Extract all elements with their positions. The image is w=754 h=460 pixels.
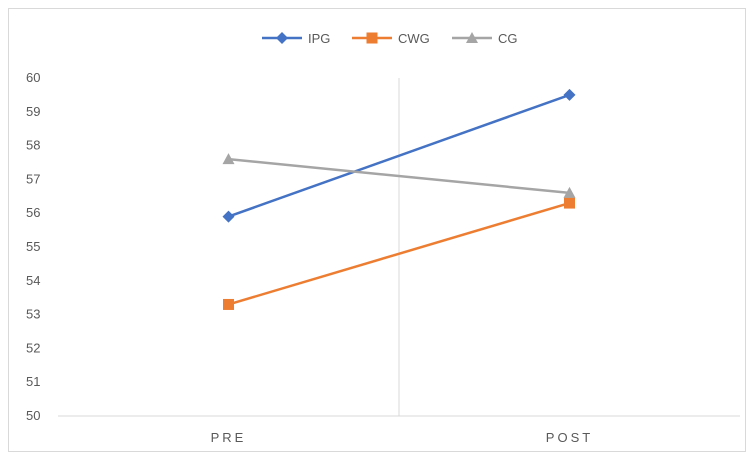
- legend-item: IPG: [262, 31, 330, 46]
- chart-frame: [8, 8, 746, 452]
- data-point: [223, 298, 234, 310]
- x-tick-label: POST: [546, 430, 593, 445]
- legend-label: CWG: [398, 31, 430, 46]
- series-line: [228, 157, 570, 195]
- y-tick-label: 54: [26, 273, 40, 288]
- data-point: [222, 153, 235, 165]
- axes: 50 51 52 53 54 55 56 57 58 59 60 PRE POST: [26, 70, 740, 445]
- y-tick-label: 50: [26, 408, 40, 423]
- y-tick-label: 53: [26, 307, 40, 322]
- data-point: [563, 88, 576, 101]
- legend-marker: [466, 32, 478, 43]
- y-tick-label: 59: [26, 104, 40, 119]
- legend-item: CWG: [352, 31, 430, 46]
- x-tick-label: PRE: [211, 430, 247, 445]
- series-cg: [222, 153, 576, 198]
- legend: IPG CWG CG: [262, 31, 518, 46]
- series-line: [228, 201, 570, 306]
- legend-label: CG: [498, 31, 518, 46]
- data-point: [563, 186, 576, 198]
- y-tick-label: 57: [26, 171, 40, 186]
- legend-label: IPG: [308, 31, 330, 46]
- data-point: [222, 210, 235, 223]
- legend-marker: [366, 32, 378, 44]
- legend-marker: [276, 32, 288, 44]
- series-line: [228, 93, 570, 218]
- y-tick-label: 56: [26, 205, 40, 220]
- series-layer: [222, 88, 576, 310]
- y-tick-label: 55: [26, 239, 40, 254]
- legend-item: CG: [452, 31, 518, 46]
- y-tick-label: 60: [26, 70, 40, 85]
- y-tick-label: 51: [26, 374, 40, 389]
- series-cwg: [223, 197, 575, 310]
- y-tick-label: 58: [26, 138, 40, 153]
- y-tick-label: 52: [26, 340, 40, 355]
- data-point: [564, 197, 575, 209]
- series-ipg: [222, 88, 576, 223]
